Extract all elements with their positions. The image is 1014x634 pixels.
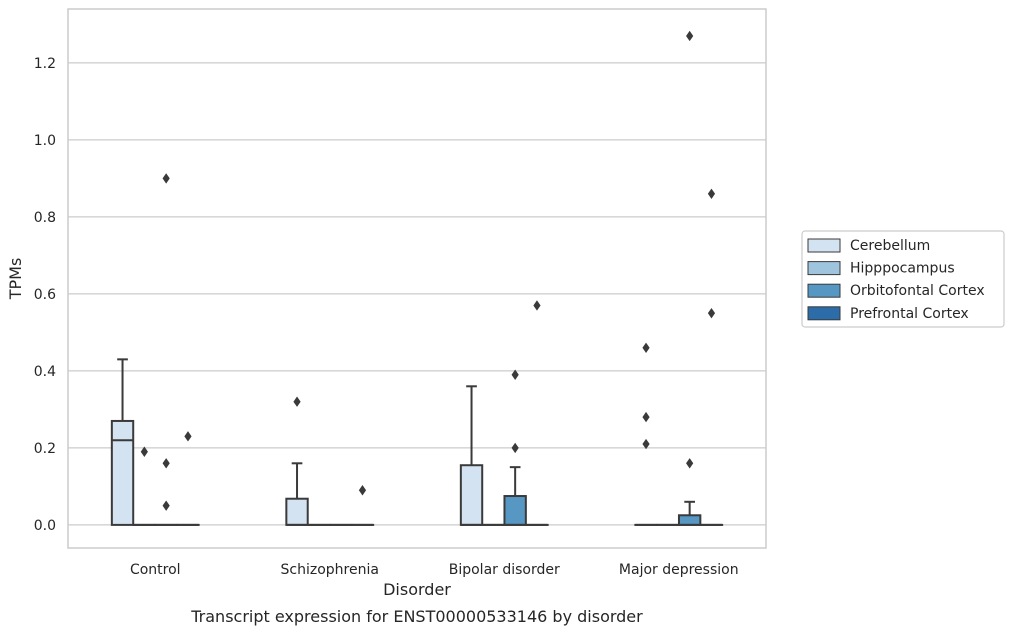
box: [110, 358, 135, 526]
outlier-point: [642, 411, 650, 423]
outlier-point: [184, 431, 192, 442]
outlier-point: [511, 369, 519, 380]
legend-label: Prefrontal Cortex: [850, 306, 969, 322]
y-tick-label: 0.0: [34, 518, 56, 534]
box: [176, 431, 200, 526]
box-body: [503, 495, 527, 526]
outlier-point: [511, 442, 519, 454]
box-groups: [110, 30, 724, 526]
legend-label: Hipppocampus: [850, 261, 955, 277]
x-tick-label: Bipolar disorder: [449, 562, 560, 578]
y-tick-label: 0.2: [34, 441, 56, 457]
series-hipppocampus: [132, 446, 680, 526]
chart-title: Transcript expression for ENST0000053314…: [190, 607, 643, 626]
x-tick-label: Schizophrenia: [281, 562, 379, 578]
box-body: [110, 419, 135, 526]
outlier-point: [140, 446, 148, 457]
y-tick-label: 0.8: [34, 210, 56, 226]
outlier-point: [293, 396, 301, 407]
y-axis-label: TPMs: [6, 258, 25, 301]
outlier-point: [642, 438, 650, 450]
outlier-point: [358, 485, 367, 496]
y-tick-label: 1.2: [34, 56, 56, 72]
plot-frame: [67, 8, 767, 549]
box: [699, 188, 724, 526]
legend-swatch: [807, 306, 841, 321]
box: [285, 396, 309, 526]
outlier-point: [533, 300, 541, 311]
box: [350, 485, 375, 526]
box: [459, 385, 484, 526]
box-body: [285, 497, 309, 526]
y-tick-label: 0.4: [34, 364, 56, 380]
outlier-point: [162, 173, 170, 184]
outlier-point: [162, 500, 170, 511]
legend-label: Cerebellum: [850, 238, 930, 254]
outlier-point: [707, 307, 716, 319]
legend-label: Orbitofontal Cortex: [850, 283, 985, 299]
legend-swatch: [807, 283, 841, 298]
outlier-point: [642, 342, 650, 353]
box-body: [459, 464, 484, 526]
y-tick-label: 1.0: [34, 133, 56, 149]
box: [677, 30, 702, 526]
box: [503, 369, 527, 526]
x-tick-label: Control: [130, 562, 181, 578]
y-tick-label: 0.6: [34, 287, 56, 303]
legend: Cerebellum Hipppocampus Orbitofontal Corte…: [801, 230, 1005, 328]
outlier-point: [162, 458, 170, 469]
x-axis-label: Disorder: [383, 580, 451, 599]
legend-swatch: [807, 261, 841, 276]
legend-swatch: [807, 238, 841, 253]
y-axis-ticks: 0.0 0.2 0.4 0.6 0.8 1.0 1.2: [34, 56, 56, 534]
legend-frame: [801, 230, 1005, 328]
outlier-point: [707, 188, 716, 199]
box: [525, 300, 549, 526]
x-tick-label: Major depression: [619, 562, 739, 578]
series-prefrontal-cortex: [176, 188, 724, 526]
outlier-point: [686, 458, 694, 469]
outlier-point: [686, 30, 694, 42]
x-axis-ticks: Control Schizophrenia Bipolar disorder Majo…: [130, 562, 739, 578]
box-body: [677, 514, 702, 526]
series-cerebellum: [110, 342, 658, 526]
